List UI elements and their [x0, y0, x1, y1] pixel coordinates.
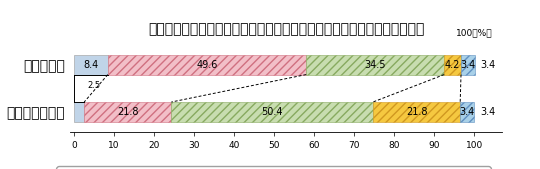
Bar: [373, 102, 460, 122]
Text: 2.5: 2.5: [87, 81, 100, 90]
Text: 3.4: 3.4: [460, 60, 475, 70]
Text: 4.2: 4.2: [445, 60, 460, 70]
Text: 3.4: 3.4: [460, 107, 475, 117]
Text: 8.4: 8.4: [83, 60, 99, 70]
Bar: [74, 55, 108, 75]
Bar: [461, 55, 475, 75]
Bar: [74, 102, 84, 122]
Bar: [108, 55, 306, 75]
Title: 在宅勤務の場合は、オフィスでの業務よりも集中力が持続する時間が長い: 在宅勤務の場合は、オフィスでの業務よりも集中力が持続する時間が長い: [148, 22, 424, 36]
Text: 100（%）: 100（%）: [456, 28, 492, 37]
Bar: [460, 102, 474, 122]
Bar: [444, 55, 461, 75]
Text: 3.4: 3.4: [480, 107, 496, 117]
Text: 3.4: 3.4: [480, 60, 496, 70]
Text: 34.5: 34.5: [364, 60, 386, 70]
Bar: [306, 55, 444, 75]
Text: 50.4: 50.4: [261, 107, 283, 117]
Bar: [171, 102, 373, 122]
Text: 21.8: 21.8: [117, 107, 139, 117]
Text: 49.6: 49.6: [197, 60, 218, 70]
Bar: [84, 102, 171, 122]
Text: 21.8: 21.8: [406, 107, 427, 117]
Legend: 8時間以上, 6～8時間程度, 3～5時間程度, 1～2時間程度, 不明: 8時間以上, 6～8時間程度, 3～5時間程度, 1～2時間程度, 不明: [56, 166, 491, 169]
